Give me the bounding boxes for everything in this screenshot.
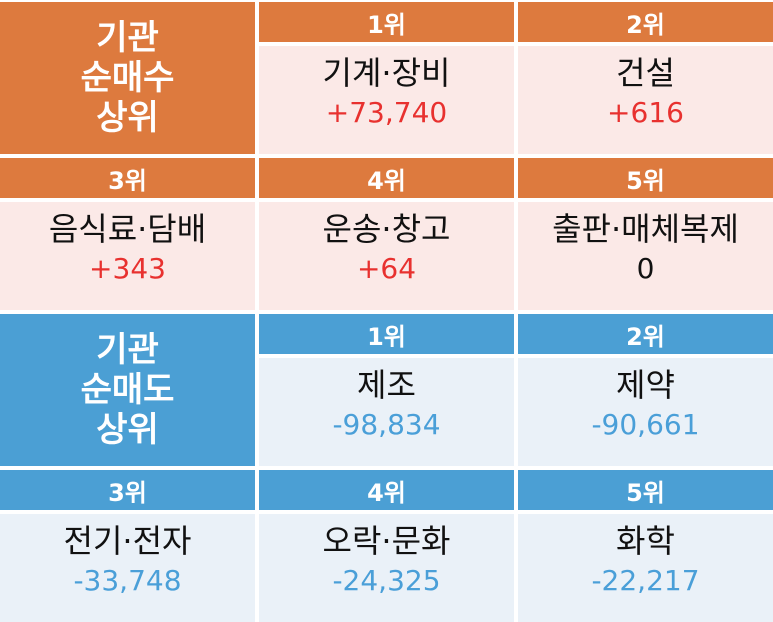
sector-value: -24,325 xyxy=(332,564,441,598)
sector-value: -22,217 xyxy=(591,564,700,598)
rank-header: 4위 xyxy=(259,470,514,510)
sector-name: 출판·매체복제 xyxy=(552,210,739,248)
rank-cell: 출판·매체복제 0 xyxy=(518,202,773,310)
sector-name: 전기·전자 xyxy=(63,522,192,560)
rank-cell: 기계·장비 +73,740 xyxy=(259,46,514,154)
sector-value: +616 xyxy=(607,96,684,130)
rank-header: 3위 xyxy=(0,470,255,510)
sector-value: -33,748 xyxy=(73,564,182,598)
sector-name: 운송·창고 xyxy=(322,210,451,248)
title-line: 순매수 xyxy=(80,57,175,98)
rank-header: 3위 xyxy=(0,158,255,198)
sector-value: -90,661 xyxy=(591,408,700,442)
sector-name: 제약 xyxy=(616,366,675,404)
title-line: 상위 xyxy=(96,410,159,451)
title-line: 상위 xyxy=(96,98,159,139)
rank-cell: 전기·전자 -33,748 xyxy=(0,514,255,622)
net-buy-title: 기관 순매수 상위 xyxy=(0,2,255,154)
title-line: 기관 xyxy=(96,17,159,58)
sector-name: 건설 xyxy=(616,54,675,92)
rank-header: 1위 xyxy=(259,314,514,354)
rank-cell: 운송·창고 +64 xyxy=(259,202,514,310)
rank-header: 5위 xyxy=(518,470,773,510)
rank-header: 5위 xyxy=(518,158,773,198)
sector-value: +343 xyxy=(89,252,166,286)
rank-cell: 건설 +616 xyxy=(518,46,773,154)
rank-cell: 제약 -90,661 xyxy=(518,358,773,466)
sector-name: 화학 xyxy=(616,522,675,560)
title-line: 순매도 xyxy=(80,369,175,410)
sector-value: +64 xyxy=(356,252,417,286)
sector-name: 오락·문화 xyxy=(322,522,451,560)
rank-cell: 음식료·담배 +343 xyxy=(0,202,255,310)
sector-value: -98,834 xyxy=(332,408,441,442)
rank-header: 2위 xyxy=(518,314,773,354)
rank-cell: 오락·문화 -24,325 xyxy=(259,514,514,622)
sector-name: 기계·장비 xyxy=(322,54,451,92)
rank-header: 2위 xyxy=(518,2,773,42)
title-line: 기관 xyxy=(96,329,159,370)
sector-value: +73,740 xyxy=(325,96,448,130)
rank-header: 4위 xyxy=(259,158,514,198)
rank-header: 1위 xyxy=(259,2,514,42)
rank-cell: 화학 -22,217 xyxy=(518,514,773,622)
sector-value: 0 xyxy=(636,252,655,286)
rank-cell: 제조 -98,834 xyxy=(259,358,514,466)
net-sell-title: 기관 순매도 상위 xyxy=(0,314,255,466)
sector-name: 음식료·담배 xyxy=(48,210,207,248)
sector-name: 제조 xyxy=(357,366,416,404)
